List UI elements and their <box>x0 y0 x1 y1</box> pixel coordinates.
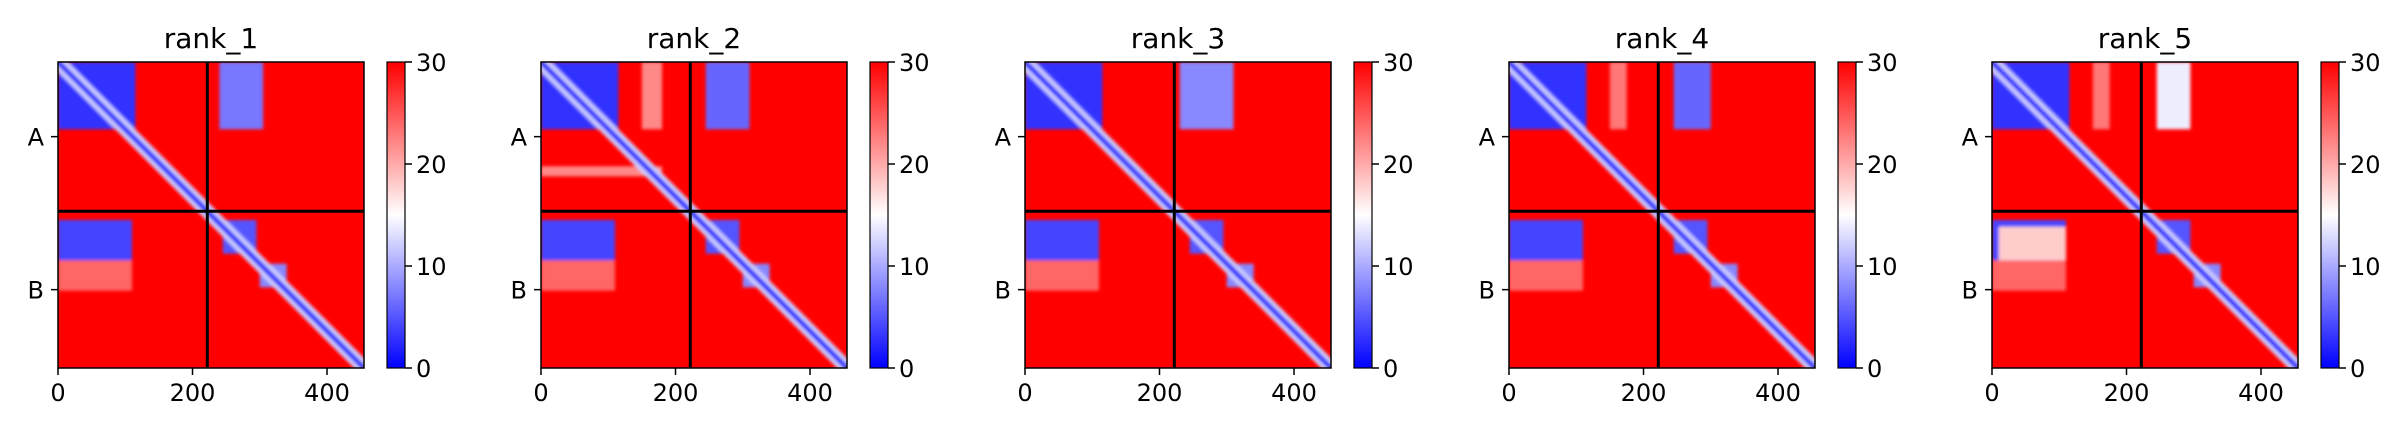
colorbar-tick-label: 10 <box>1383 253 1414 281</box>
colorbar-tick-label: 0 <box>2350 355 2365 383</box>
colorbar-tick-label: 30 <box>2350 49 2381 77</box>
colorbar-tick-label: 20 <box>2350 151 2381 179</box>
chain-label: A <box>1962 124 1979 152</box>
diagonal-line <box>58 62 364 368</box>
chain-label: A <box>28 124 45 152</box>
diagonal-line <box>1992 62 2298 368</box>
heatmap-block <box>1025 220 1099 261</box>
heatmap-block <box>2156 62 2191 130</box>
axes-frame <box>1508 61 1816 369</box>
panel-3: rank_3 0 200 400 A B 0 10 20 30 <box>995 22 1414 407</box>
colorbar-tick-label: 0 <box>1867 355 1882 383</box>
heatmap-block <box>705 62 750 130</box>
diagonal-line <box>1509 62 1815 368</box>
x-tick-label: 200 <box>1137 379 1183 407</box>
x-tick-label: 200 <box>2104 379 2150 407</box>
x-tick-label: 400 <box>304 379 350 407</box>
colorbar-tick-label: 20 <box>1867 151 1898 179</box>
heatmap <box>58 62 364 368</box>
heatmap-block <box>1509 260 1583 291</box>
axes-frame <box>57 61 365 369</box>
heatmap-block <box>1509 220 1583 261</box>
chain-label: B <box>28 277 44 305</box>
x-tick-label: 0 <box>1017 379 1032 407</box>
colorbar-tick-label: 20 <box>416 151 447 179</box>
panel-title: rank_3 <box>1131 22 1225 55</box>
heatmap-block <box>1609 62 1627 130</box>
colorbar-tick-label: 10 <box>1867 253 1898 281</box>
chain-label: B <box>511 277 527 305</box>
x-tick-label: 0 <box>50 379 65 407</box>
x-tick-label: 400 <box>1271 379 1317 407</box>
colorbar-tick-label: 0 <box>899 355 914 383</box>
colorbar <box>1837 61 1857 369</box>
axes-frame <box>1991 61 2299 369</box>
colorbar-tick-label: 0 <box>416 355 431 383</box>
heatmap-block <box>1025 260 1099 291</box>
panel-title: rank_4 <box>1615 22 1709 55</box>
heatmap-block <box>541 260 615 291</box>
diagonal-line <box>541 62 847 368</box>
chain-label: B <box>1479 277 1495 305</box>
heatmap-block <box>219 62 264 130</box>
colorbar-tick-label: 20 <box>899 151 930 179</box>
x-tick-label: 0 <box>1984 379 1999 407</box>
colorbar <box>2320 61 2340 369</box>
x-tick-label: 400 <box>787 379 833 407</box>
heatmap-block <box>541 166 663 177</box>
panel-title: rank_1 <box>164 22 258 55</box>
x-tick-label: 400 <box>2238 379 2284 407</box>
panel-title: rank_5 <box>2098 22 2192 55</box>
x-tick-label: 200 <box>1621 379 1667 407</box>
heatmap <box>541 62 847 368</box>
colorbar <box>869 61 889 369</box>
colorbar-tick-label: 10 <box>2350 253 2381 281</box>
chain-label: A <box>995 124 1012 152</box>
heatmap <box>1509 62 1815 368</box>
axes-frame <box>540 61 848 369</box>
panel-2: rank_2 0 200 400 A B 0 10 20 30 <box>511 22 930 407</box>
heatmap-block <box>641 62 663 130</box>
chain-label: B <box>1962 277 1978 305</box>
heatmap-block <box>1673 62 1711 130</box>
panel-5: rank_5 0 200 400 A B 0 10 20 30 <box>1962 22 2381 407</box>
heatmap-block <box>1992 260 2066 291</box>
axes-frame <box>1024 61 1332 369</box>
heatmap-block <box>1998 226 2066 261</box>
colorbar-tick-label: 0 <box>1383 355 1398 383</box>
chain-label: A <box>511 124 528 152</box>
panel-1: rank_1 0 200 400 A B 0 10 20 30 <box>28 22 447 407</box>
heatmap <box>1992 62 2298 368</box>
diagonal-line <box>1025 62 1331 368</box>
colorbar-tick-label: 10 <box>416 253 447 281</box>
colorbar <box>1353 61 1373 369</box>
panel-4: rank_4 0 200 400 A B 0 10 20 30 <box>1479 22 1898 407</box>
colorbar <box>386 61 406 369</box>
heatmap <box>1025 62 1331 368</box>
heatmap-block <box>2092 62 2110 130</box>
colorbar-tick-label: 20 <box>1383 151 1414 179</box>
colorbar-tick-label: 30 <box>899 49 930 77</box>
colorbar-tick-label: 30 <box>1867 49 1898 77</box>
chain-label: B <box>995 277 1011 305</box>
x-tick-label: 0 <box>1501 379 1516 407</box>
heatmap-block <box>541 220 615 261</box>
x-tick-label: 200 <box>653 379 699 407</box>
heatmap-block <box>58 260 132 291</box>
x-tick-label: 400 <box>1755 379 1801 407</box>
colorbar-tick-label: 30 <box>416 49 447 77</box>
heatmap-block <box>58 220 132 261</box>
x-tick-label: 0 <box>533 379 548 407</box>
x-tick-label: 200 <box>170 379 216 407</box>
panel-title: rank_2 <box>647 22 741 55</box>
heatmap-block <box>1179 62 1234 130</box>
chain-label: A <box>1479 124 1496 152</box>
colorbar-tick-label: 10 <box>899 253 930 281</box>
colorbar-tick-label: 30 <box>1383 49 1414 77</box>
